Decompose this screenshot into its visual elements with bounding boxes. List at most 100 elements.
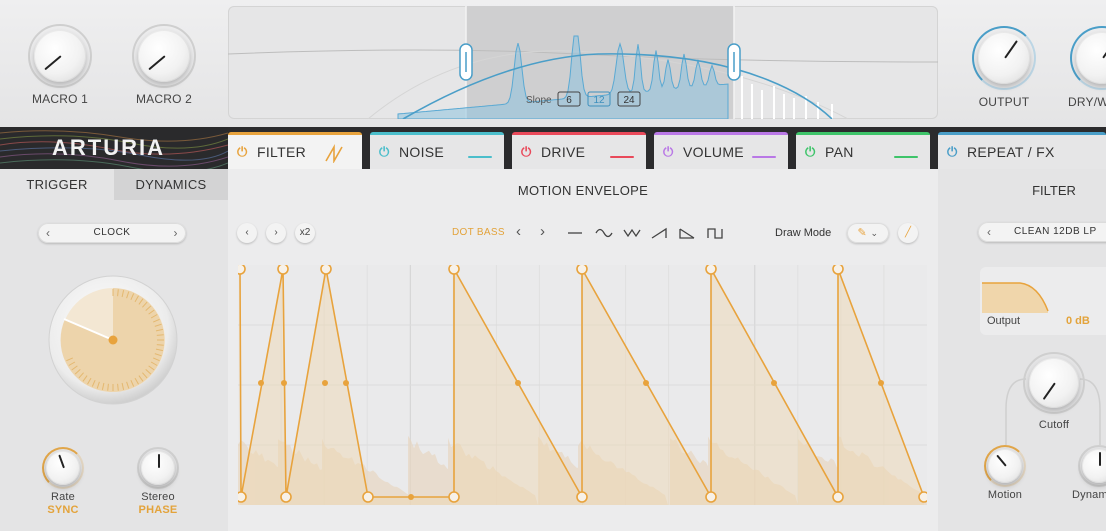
envelope-curve-handle[interactable]	[408, 494, 414, 500]
svg-text:12: 12	[593, 95, 605, 106]
power-icon[interactable]: ⏻	[237, 144, 247, 160]
chevron-right-icon[interactable]: ›	[174, 223, 179, 243]
chevron-right-icon[interactable]: ›	[266, 223, 286, 243]
envelope-curve-handle[interactable]	[281, 380, 287, 386]
output-label: OUTPUT	[964, 95, 1044, 109]
high-cutoff-handle[interactable]	[728, 44, 740, 80]
envelope-breakpoint[interactable]	[833, 492, 843, 502]
tab-dynamics[interactable]: DYNAMICS	[114, 169, 228, 200]
chevron-left-icon[interactable]: ‹	[46, 223, 51, 243]
tab-drive[interactable]: ⏻ DRIVE	[512, 132, 646, 169]
ramp-down-icon[interactable]	[680, 229, 694, 238]
ramp-up-icon[interactable]	[652, 229, 666, 238]
power-icon[interactable]: ⏻	[521, 144, 531, 160]
draw-mode-label: Draw Mode	[775, 227, 831, 239]
low-cutoff-handle[interactable]	[460, 44, 472, 80]
envelope-curve-handle[interactable]	[643, 380, 649, 386]
chevron-down-icon: ⌄	[870, 228, 878, 238]
rate-knob[interactable]	[46, 451, 80, 485]
envelope-breakpoint[interactable]	[449, 492, 459, 502]
macro-1-label: MACRO 1	[20, 92, 100, 106]
slope-label: Slope	[526, 95, 552, 106]
chevron-left-icon[interactable]: ‹	[987, 222, 992, 242]
envelope-breakpoint[interactable]	[577, 492, 587, 502]
arturia-logo: ARTURIA	[52, 135, 165, 161]
sine-wave-icon[interactable]	[596, 230, 612, 237]
spectrum-graph: Slope 6 12 24	[228, 6, 938, 119]
envelope-breakpoint[interactable]	[238, 492, 246, 502]
volume-level-line	[752, 156, 776, 158]
spectrum-high-spikes	[742, 76, 832, 119]
sawtooth-icon	[324, 143, 352, 163]
power-icon[interactable]: ⏻	[805, 144, 815, 160]
power-icon[interactable]: ⏻	[379, 144, 389, 160]
motion-knob[interactable]	[988, 449, 1022, 483]
panel-title: MOTION ENVELOPE	[228, 183, 938, 198]
envelope-curve-handle[interactable]	[771, 380, 777, 386]
output-knob[interactable]	[978, 32, 1030, 84]
output-value[interactable]: 0 dB	[1066, 315, 1090, 327]
tab-noise[interactable]: ⏻ NOISE	[370, 132, 504, 169]
envelope-breakpoint[interactable]	[278, 265, 288, 274]
macro-1-knob[interactable]	[34, 30, 86, 82]
motion-label: Motion	[970, 489, 1040, 501]
motion-envelope-panel: MOTION ENVELOPE ‹ › x2 DOT BASS ‹ › Draw…	[228, 169, 938, 531]
macro-2-knob[interactable]	[138, 30, 190, 82]
triangle-wave-icon[interactable]	[624, 230, 640, 236]
envelope-breakpoint[interactable]	[706, 492, 716, 502]
filter-type-selector[interactable]: ‹ CLEAN 12DB LP	[978, 222, 1106, 242]
envelope-breakpoint[interactable]	[449, 265, 459, 274]
envelope-breakpoint[interactable]	[281, 492, 291, 502]
power-icon[interactable]: ⏻	[663, 144, 673, 160]
multiplier-button[interactable]: x2	[295, 223, 315, 243]
brand-bar: ARTURIA	[0, 127, 228, 169]
envelope-breakpoint[interactable]	[706, 265, 716, 274]
draw-mode-dropdown[interactable]: ✎ ⌄	[847, 223, 889, 243]
trigger-panel: TRIGGER DYNAMICS ‹ CLOCK › Rate SYNC Ste…	[0, 169, 228, 531]
envelope-curve-handle[interactable]	[515, 380, 521, 386]
stereo-knob[interactable]	[141, 451, 175, 485]
noise-level-line	[468, 156, 492, 158]
dynamics-label: Dynam	[1072, 489, 1106, 501]
cutoff-knob[interactable]	[1029, 358, 1079, 408]
top-bar: MACRO 1 MACRO 2 Slope 6	[0, 0, 1106, 127]
tab-filter[interactable]: ⏻ FILTER	[228, 132, 362, 169]
envelope-curve-handle[interactable]	[343, 380, 349, 386]
tab-pan[interactable]: ⏻ PAN	[796, 132, 930, 169]
preset-next-icon[interactable]: ›	[540, 223, 545, 240]
curve-icon: ╱	[905, 227, 911, 238]
shape-toolbar	[566, 225, 736, 241]
filter-preview: Output 0 dB	[980, 267, 1106, 335]
filter-panel-title: FILTER	[938, 183, 1106, 198]
envelope-curve-handle[interactable]	[258, 380, 264, 386]
envelope-breakpoint[interactable]	[321, 265, 331, 274]
svg-text:6: 6	[566, 95, 572, 106]
trigger-mode-selector[interactable]: ‹ CLOCK ›	[38, 223, 186, 243]
tab-repeat-fx[interactable]: ⏻ REPEAT / FX	[938, 132, 1106, 169]
tab-volume[interactable]: ⏻ VOLUME	[654, 132, 788, 169]
preset-prev-icon[interactable]: ‹	[516, 223, 521, 240]
power-icon[interactable]: ⏻	[947, 144, 957, 160]
pencil-icon: ✎	[857, 227, 867, 239]
clock-dial[interactable]	[44, 273, 184, 413]
envelope-breakpoint[interactable]	[919, 492, 927, 502]
tab-trigger[interactable]: TRIGGER	[0, 169, 114, 200]
stereo-value: PHASE	[123, 504, 193, 516]
pan-level-line	[894, 156, 918, 158]
envelope-curve-handle[interactable]	[878, 380, 884, 386]
envelope-breakpoint[interactable]	[238, 265, 245, 274]
module-tabs: ⏻ FILTER ⏻ NOISE ⏻ DRIVE ⏻ VOLUME ⏻ PAN …	[228, 127, 1106, 169]
svg-text:24: 24	[623, 95, 635, 106]
chevron-left-icon[interactable]: ‹	[237, 223, 257, 243]
envelope-curve-handle[interactable]	[322, 380, 328, 386]
envelope-breakpoint[interactable]	[363, 492, 373, 502]
smooth-curve-button[interactable]: ╱	[898, 223, 918, 243]
envelope-breakpoint[interactable]	[577, 265, 587, 274]
envelope-breakpoint[interactable]	[833, 265, 843, 274]
output-label: Output	[987, 315, 1020, 327]
filter-spectrum-display[interactable]: Slope 6 12 24	[228, 6, 938, 119]
envelope-editor[interactable]	[238, 265, 927, 505]
preset-name[interactable]: DOT BASS	[452, 227, 505, 238]
square-wave-icon[interactable]	[708, 229, 722, 238]
rate-value: SYNC	[28, 504, 98, 516]
